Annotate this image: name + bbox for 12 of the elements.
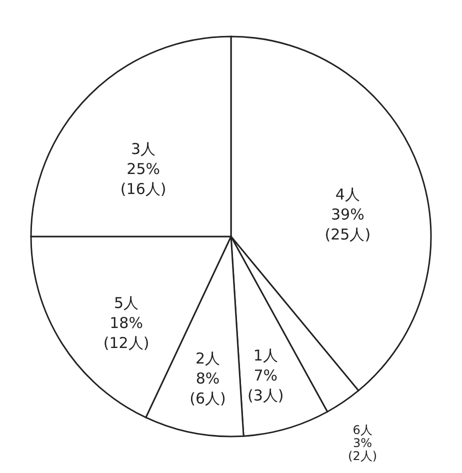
data-label: 39% (25人) — [324, 205, 371, 244]
slice-label: 3人 — [131, 140, 156, 158]
data-label: 3% (2人) — [348, 436, 378, 464]
slice-label: 5人 — [114, 294, 139, 312]
slice-label: 2人 — [195, 349, 220, 368]
data-label: 7% (3人) — [247, 366, 284, 405]
data-label: 18% (12人) — [103, 314, 150, 352]
data-label: 8% (6人) — [190, 369, 226, 408]
slice-label: 4人 — [335, 185, 360, 204]
slice-label: 1人 — [253, 346, 278, 365]
data-label: 25% (16人) — [120, 160, 166, 198]
slice-label: 6人 — [352, 423, 372, 438]
